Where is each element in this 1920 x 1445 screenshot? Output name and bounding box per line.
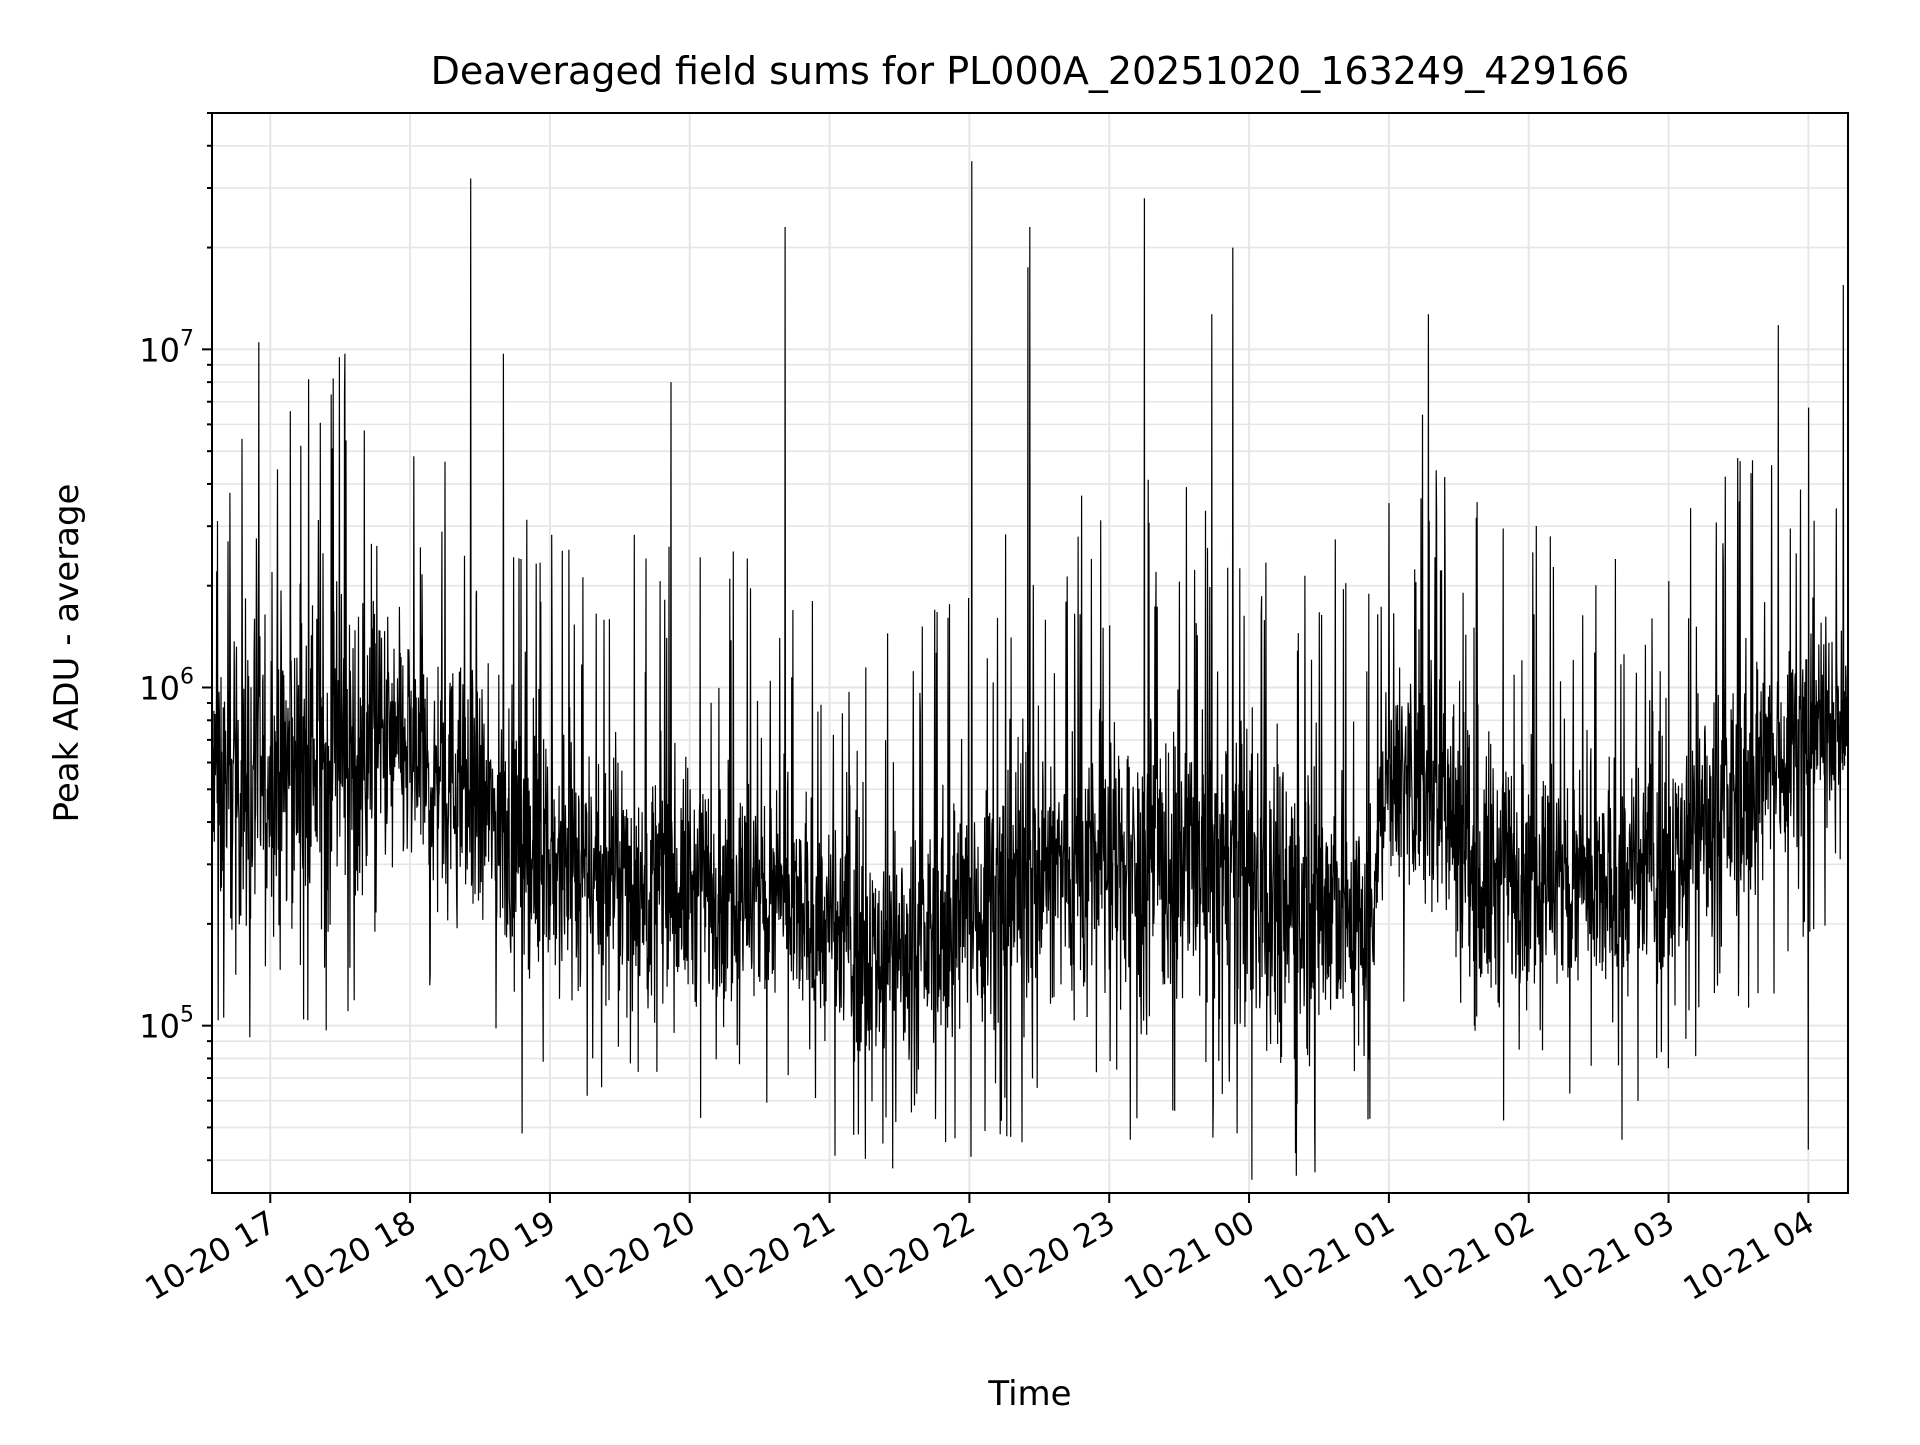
plot-frame bbox=[211, 112, 1849, 1194]
y-tick-label: 107 bbox=[139, 326, 194, 369]
y-axis-label: Peak ADU - average bbox=[47, 484, 87, 823]
x-axis-label: Time bbox=[987, 1374, 1071, 1414]
chart-title: Deaveraged field sums for PL000A_2025102… bbox=[431, 49, 1630, 93]
data-series bbox=[211, 161, 1849, 1180]
series-line bbox=[211, 161, 1849, 1180]
y-tick-label: 106 bbox=[139, 665, 194, 708]
y-tick-label: 105 bbox=[139, 1003, 194, 1046]
